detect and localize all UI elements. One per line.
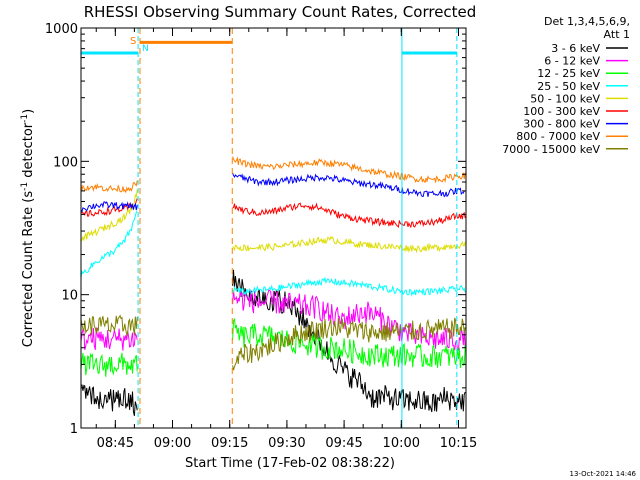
- series-50-100kev: [80, 189, 466, 254]
- plot-frame: [80, 27, 467, 429]
- series-12-25kev: [80, 318, 466, 377]
- plot-area: [80, 156, 466, 417]
- x-tick-label: 09:00: [154, 436, 191, 451]
- saa-flag-label: S: [130, 36, 136, 47]
- series-800-7000kev: [80, 156, 466, 194]
- series-trace-4-0: [80, 189, 138, 242]
- x-tick-label: 10:00: [383, 436, 420, 451]
- x-tick-label: 08:45: [97, 436, 134, 451]
- x-tick-label: 09:30: [268, 436, 305, 451]
- series-trace-6-0: [80, 201, 138, 213]
- y-tick-label: 100: [53, 155, 78, 170]
- legend-label: 3 - 6 keV: [551, 42, 600, 55]
- legend-label: 12 - 25 keV: [537, 67, 600, 80]
- y-tick-label: 1: [70, 422, 78, 437]
- legend-label: 50 - 100 keV: [530, 92, 600, 105]
- legend-label: 300 - 800 keV: [523, 118, 600, 131]
- legend-label: 25 - 50 keV: [537, 80, 600, 93]
- x-tick-label: 10:15: [440, 436, 477, 451]
- series-trace-3-0: [80, 210, 138, 279]
- y-tick-label: 10: [61, 289, 78, 304]
- series-300-800kev: [80, 172, 466, 213]
- x-tick-label: 09:15: [211, 436, 248, 451]
- night-flag-label: N: [142, 44, 149, 54]
- series-trace-4-1: [232, 235, 466, 254]
- y-axis: 1 10 100 1000: [45, 22, 466, 437]
- series-trace-7-1: [232, 156, 466, 184]
- legend-title-line2: Att 1: [604, 28, 630, 41]
- series-trace-6-1: [232, 172, 466, 198]
- legend-label: 6 - 12 keV: [544, 55, 600, 68]
- series-trace-5-1: [232, 202, 466, 229]
- series-trace-5-0: [80, 198, 138, 217]
- timestamp: 13-Oct-2021 14:46: [570, 470, 637, 478]
- series-25-50kev: [80, 210, 466, 297]
- legend-label: 7000 - 15000 keV: [502, 143, 600, 156]
- series-trace-8-0: [80, 314, 138, 337]
- y-axis-label: Corrected Count Rate (s-1 detector-1): [20, 109, 36, 347]
- series-trace-3-1: [232, 276, 466, 297]
- legend-title-line1: Det 1,3,4,5,6,9,: [544, 15, 630, 28]
- series-7000-15000kev: [80, 314, 466, 371]
- x-axis: 08:45 09:00 09:15 09:30 09:45 10:00 10:15: [95, 28, 477, 451]
- series-trace-2-0: [80, 352, 138, 377]
- series-100-300kev: [80, 198, 466, 229]
- series-trace-7-0: [80, 180, 138, 194]
- legend-label: 100 - 300 keV: [523, 105, 600, 118]
- series-trace-1-1: [232, 289, 466, 352]
- chart-title: RHESSI Observing Summary Count Rates, Co…: [84, 3, 477, 21]
- legend-label: 800 - 7000 keV: [516, 130, 600, 143]
- series-trace-2-1: [232, 318, 466, 369]
- x-axis-label: Start Time (17-Feb-02 08:38:22): [185, 456, 395, 471]
- series-trace-8-1: [232, 317, 466, 371]
- y-tick-label: 1000: [45, 22, 78, 37]
- x-tick-label: 09:45: [325, 436, 362, 451]
- series-trace-0-0: [80, 384, 138, 417]
